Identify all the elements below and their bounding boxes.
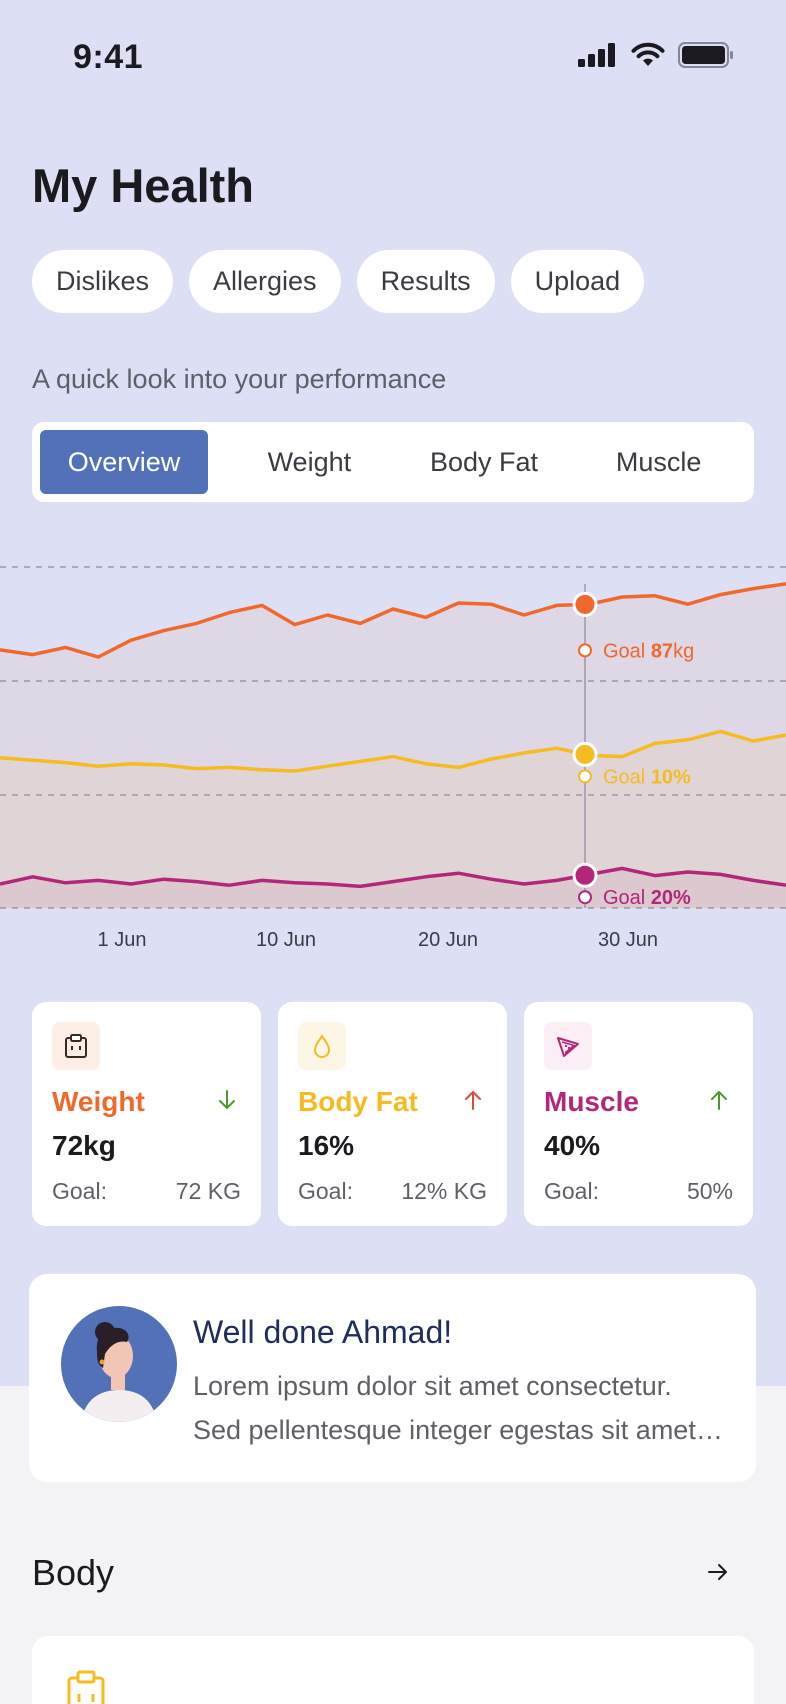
chip-upload[interactable]: Upload — [510, 250, 645, 313]
body-fat-card-title: Body Fat — [298, 1086, 418, 1117]
signal-icon — [578, 43, 615, 67]
wifi-icon — [631, 42, 665, 66]
promo-body: Lorem ipsum dolor sit amet consectetur. … — [193, 1364, 733, 1452]
body-fat-series-line — [0, 729, 786, 773]
health-chips: Dislikes Allergies Results Upload — [32, 250, 645, 313]
x-tick-label: 10 Jun — [256, 929, 316, 951]
page-title: My Health — [32, 159, 254, 212]
goal-prefix: Goal — [603, 887, 651, 909]
body-fat-series-goal-dot — [578, 769, 592, 784]
x-tick-label: 20 Jun — [418, 929, 478, 951]
encouragement-card[interactable]: Well done Ahmad! Lorem ipsum dolor sit a… — [29, 1274, 756, 1482]
clipboard-icon — [52, 1022, 100, 1070]
weight-series-goal-label: Goal 87kg — [603, 640, 694, 662]
weight-series-area — [0, 583, 786, 908]
muscle-card-title: Muscle — [544, 1086, 639, 1117]
chip-dislikes[interactable]: Dislikes — [32, 250, 174, 313]
body-fat-card-goal-label: Goal: — [298, 1178, 353, 1204]
body-card[interactable] — [32, 1636, 754, 1704]
battery-icon — [678, 42, 733, 68]
x-tick-label: 30 Jun — [598, 929, 658, 951]
weight-card-title: Weight — [52, 1086, 145, 1117]
drop-icon — [298, 1022, 346, 1070]
body-section-title: Body — [32, 1552, 115, 1593]
muscle-card-goal-label: Goal: — [544, 1178, 599, 1204]
metric-tabs: Overview Weight Body Fat Muscle — [32, 422, 754, 502]
tab-muscle[interactable]: Muscle — [615, 446, 702, 477]
tab-weight[interactable]: Weight — [267, 446, 352, 477]
goal-prefix: Goal — [603, 766, 651, 788]
avatar — [61, 1306, 177, 1422]
weight-card-goal-value: 72 KG — [175, 1178, 241, 1204]
body-fat-card-value: 16% — [298, 1130, 355, 1161]
arrow-up-icon — [711, 1091, 727, 1110]
muscle-series-goal-dot — [578, 890, 592, 905]
body-fat-card-goal-value: 12% KG — [401, 1178, 487, 1204]
goal-prefix: Goal — [603, 640, 651, 662]
weight-series-marker — [572, 591, 598, 617]
chip-results[interactable]: Results — [356, 250, 495, 313]
chip-allergies[interactable]: Allergies — [189, 250, 341, 313]
muscle-series-goal-label: Goal 20% — [603, 887, 691, 909]
goal-value: 87 — [651, 640, 673, 662]
muscle-card-value: 40% — [544, 1130, 601, 1161]
body-fat-card[interactable]: Body Fat 16% Goal: 12% KG — [278, 1002, 507, 1226]
weight-card[interactable]: Weight 72kg Goal: 72 KG — [32, 1002, 261, 1226]
muscle-card[interactable]: Muscle 40% Goal: 50% — [524, 1002, 753, 1226]
goal-unit: kg — [673, 640, 694, 662]
arrow-down-icon — [219, 1090, 235, 1109]
arrow-up-icon — [465, 1091, 481, 1110]
tab-overview[interactable]: Overview — [40, 430, 208, 494]
goal-value: 20% — [651, 887, 691, 909]
weight-card-goal-label: Goal: — [52, 1178, 107, 1204]
body-fat-series-goal-label: Goal 10% — [603, 766, 691, 788]
goal-value: 10% — [651, 766, 691, 788]
weight-series-line — [0, 582, 786, 659]
weight-series-goal-dot — [578, 643, 592, 658]
status-icons — [578, 42, 734, 68]
arrow-right-icon[interactable] — [706, 1560, 730, 1584]
tab-body-fat[interactable]: Body Fat — [429, 446, 539, 477]
watermelon-icon — [544, 1022, 592, 1070]
x-tick-label: 1 Jun — [98, 929, 147, 951]
promo-line-1: Lorem ipsum dolor sit amet consectetur. — [193, 1371, 672, 1401]
clipboard-icon — [67, 1670, 105, 1704]
weight-card-value: 72kg — [52, 1130, 116, 1161]
performance-subtitle: A quick look into your performance — [32, 364, 447, 394]
status-bar: 9:41 — [0, 0, 786, 110]
promo-line-2: Sed pellentesque integer egestas sit ame… — [193, 1415, 723, 1445]
muscle-card-goal-value: 50% — [686, 1178, 733, 1204]
promo-title: Well done Ahmad! — [193, 1314, 453, 1350]
muscle-series-marker — [572, 862, 598, 888]
status-time: 9:41 — [73, 38, 144, 76]
body-fat-series-marker — [572, 741, 598, 767]
metric-cards: Weight 72kg Goal: 72 KG Body Fat 16% Goa… — [32, 1002, 753, 1226]
muscle-series-line — [0, 866, 786, 889]
